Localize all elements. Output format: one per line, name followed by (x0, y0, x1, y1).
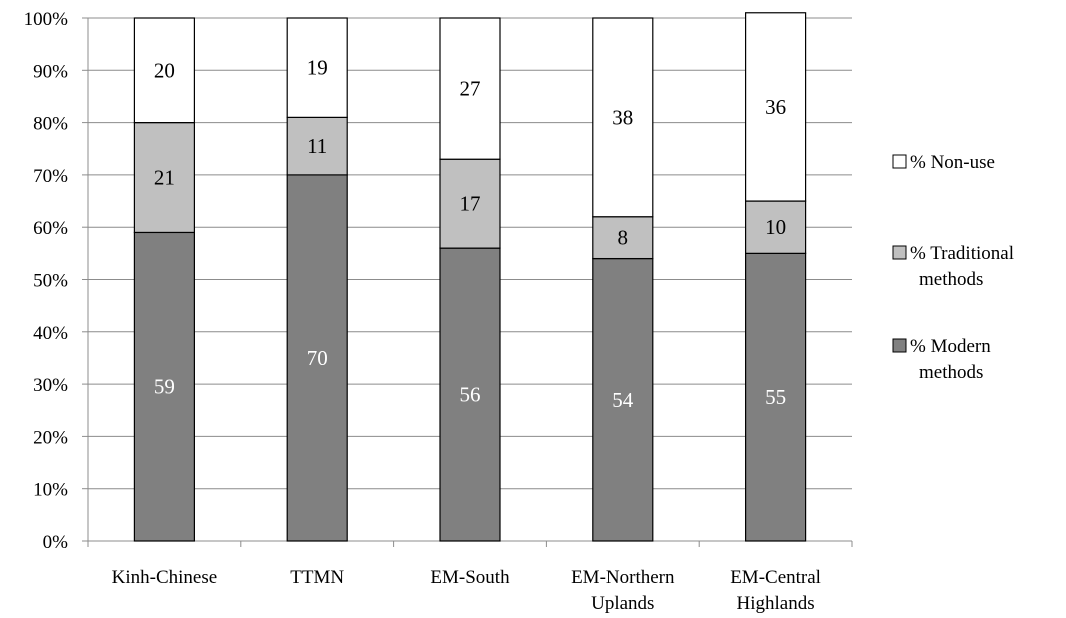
data-label: 17 (460, 192, 481, 216)
legend-swatch (892, 338, 907, 353)
bars: 59 21 20 70 11 19 56 17 27 54 8 38 55 10 36 (133, 12, 807, 542)
bar-segment (286, 17, 348, 118)
legend-swatch (892, 154, 907, 169)
y-tick-label: 70% (33, 166, 68, 187)
data-label: 19 (307, 56, 328, 80)
data-label: 20 (154, 58, 175, 82)
data-label: 70 (307, 346, 328, 370)
legend-swatch (892, 245, 907, 260)
bar-segment (439, 158, 501, 249)
legend-label: % Traditional methods (910, 243, 1014, 290)
category-label: TTMN (290, 567, 344, 588)
bar-segment (744, 12, 807, 202)
legend-label: % Non-use (910, 152, 995, 173)
bar-segment (133, 121, 195, 234)
category-label: EM-Central Highlands (730, 567, 821, 614)
y-axis: 0% 10% 20% 30% 40% 50% 60% 70% 80% 90% 100% (24, 9, 89, 553)
y-tick-label: 60% (33, 218, 68, 239)
y-tick-label: 0% (43, 532, 69, 553)
y-tick-label: 90% (33, 61, 68, 82)
y-tick-label: 50% (33, 271, 68, 292)
bar-segment (744, 200, 807, 254)
bar-segment (592, 216, 654, 260)
category-label: EM-Northern Uplands (571, 567, 675, 614)
data-label: 11 (307, 134, 327, 158)
legend: % Non-use % Traditional methods % Modern met… (892, 152, 1014, 383)
y-tick-label: 80% (33, 114, 68, 135)
y-tick-label: 40% (33, 323, 68, 344)
legend-label: % Modern methods (910, 336, 991, 383)
data-label: 56 (460, 383, 481, 407)
y-tick-label: 30% (33, 375, 68, 396)
bar-segment (592, 257, 654, 542)
data-label: 55 (765, 385, 786, 409)
bar-segment (592, 17, 654, 218)
bar-segment (286, 116, 348, 176)
data-label: 54 (612, 388, 634, 412)
bar-segment (439, 247, 501, 542)
category-label: EM-South (430, 567, 510, 588)
data-label: 36 (765, 95, 786, 119)
y-tick-label: 100% (24, 9, 69, 30)
bar-segment (286, 174, 348, 542)
data-label: 59 (154, 375, 175, 399)
data-label: 21 (154, 166, 175, 190)
data-label: 8 (618, 226, 629, 250)
data-label: 27 (460, 77, 481, 101)
bar-segment (744, 252, 807, 542)
category-label: Kinh-Chinese (112, 567, 218, 588)
x-axis: Kinh-Chinese TTMN EM-South EM-Northern Uplan… (87, 540, 853, 614)
y-tick-label: 10% (33, 480, 68, 501)
bar-segment (133, 17, 195, 124)
data-label: 10 (765, 215, 786, 239)
bar-segment (133, 231, 195, 542)
data-label: 38 (612, 105, 633, 129)
bar-segment (439, 17, 501, 160)
y-tick-label: 20% (33, 427, 68, 448)
